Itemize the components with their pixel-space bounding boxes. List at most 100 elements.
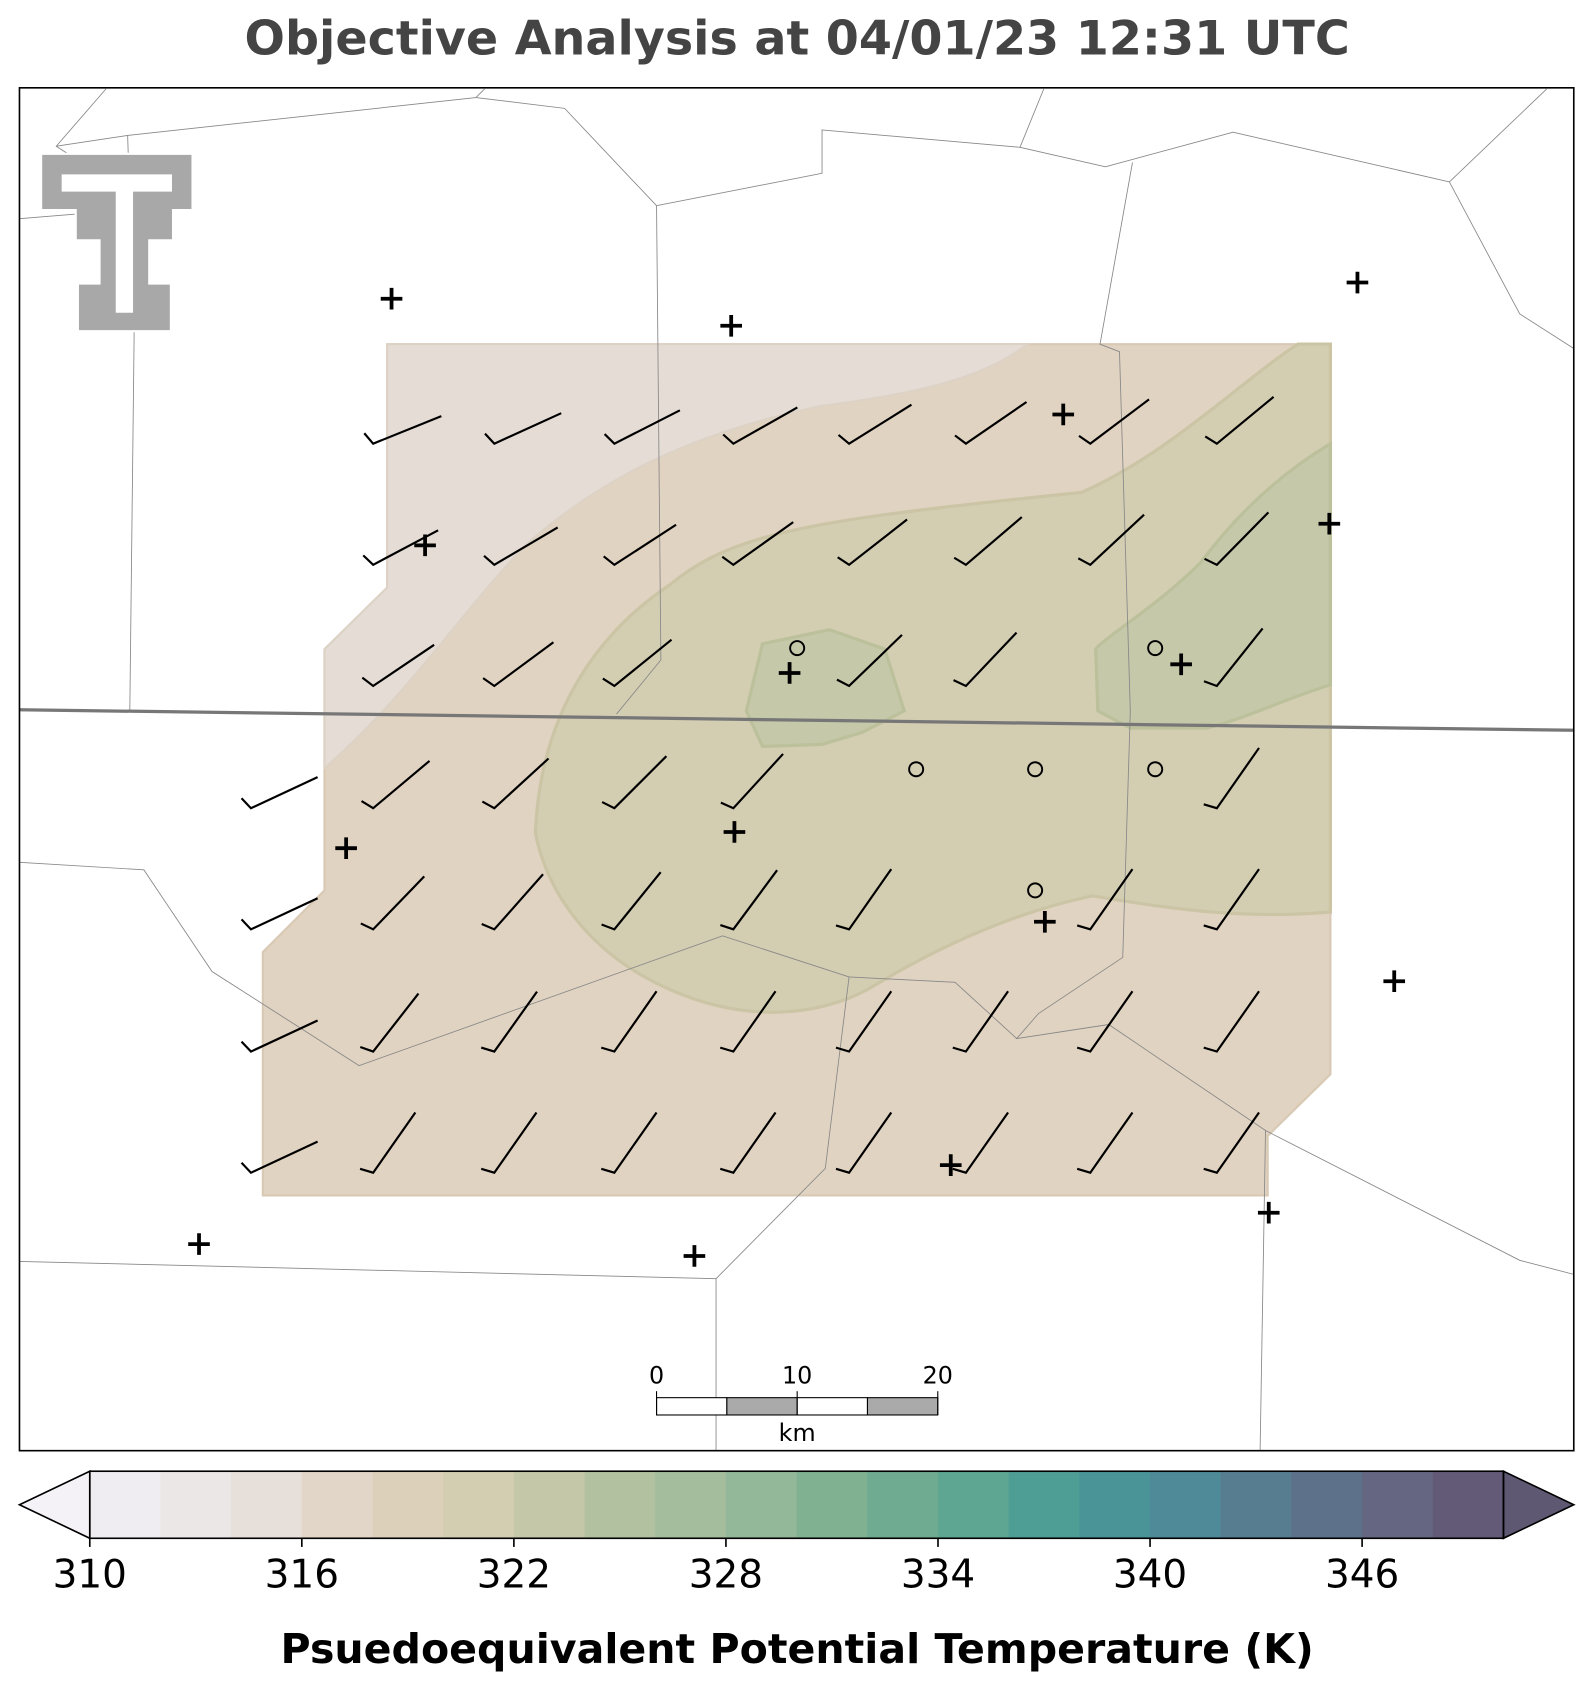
wind-barb <box>720 869 778 931</box>
colorbar-bin <box>1079 1471 1151 1539</box>
wind-barb <box>600 1111 658 1174</box>
station-marker <box>1170 653 1192 676</box>
wind-barb <box>1203 1111 1260 1174</box>
contour-fill <box>1094 440 1333 730</box>
colorbar-bin <box>301 1471 374 1539</box>
wind-barb <box>481 757 550 810</box>
calm-wind <box>1147 761 1164 778</box>
colorbar-bin <box>796 1471 868 1539</box>
wind-barb <box>952 990 1009 1053</box>
station-marker <box>1318 512 1341 535</box>
wind-barb <box>835 990 893 1053</box>
station-marker <box>1034 910 1056 933</box>
contour-fill <box>533 342 1333 1014</box>
colorbar-bin <box>655 1471 727 1539</box>
wind-barb <box>835 868 893 931</box>
wind-barb <box>483 526 559 567</box>
wind-barb <box>481 873 544 931</box>
colorbar-bin <box>1150 1471 1222 1539</box>
contour-fill <box>744 628 907 749</box>
colorbar-bin <box>1008 1471 1080 1539</box>
colorbar-bin <box>1432 1471 1505 1539</box>
contour-fill <box>323 343 1031 771</box>
station-marker <box>723 821 746 843</box>
wind-barb <box>602 638 673 688</box>
wind-barb <box>360 875 426 931</box>
wind-barb <box>240 1019 319 1053</box>
wind-barb <box>952 1111 1009 1174</box>
wind-barb <box>359 1111 417 1174</box>
wind-barb <box>953 631 1018 688</box>
wind-barb <box>363 415 442 445</box>
colorbar-tick-label: 334 <box>901 1553 975 1598</box>
wind-barb <box>1077 513 1145 567</box>
wind-barb <box>482 641 555 688</box>
colorbar-tick-label: 316 <box>265 1553 339 1598</box>
colorbar-tick-label: 322 <box>477 1553 551 1598</box>
colorbar-over <box>1502 1469 1576 1540</box>
scale-unit: km <box>779 1419 816 1447</box>
colorbar-under <box>17 1469 91 1540</box>
scale-segment <box>726 1397 798 1416</box>
wind-barb <box>240 897 319 931</box>
colorbar-bin <box>372 1471 444 1539</box>
wind-barb <box>1076 868 1134 931</box>
scale-segment <box>866 1397 939 1416</box>
scale-bar: 0 10 20 km <box>649 1362 953 1447</box>
wind-barb <box>719 990 777 1053</box>
wind-barb <box>484 412 562 445</box>
station-marker <box>683 1245 706 1267</box>
calm-wind <box>1027 882 1044 899</box>
scale-segment <box>656 1397 728 1416</box>
station-marker <box>380 287 403 310</box>
wind-barb <box>953 516 1023 567</box>
wind-barb <box>721 521 794 567</box>
colorbar-tick-label: 340 <box>1113 1553 1187 1598</box>
county-lines <box>19 88 1575 1451</box>
wind-barb <box>837 403 913 446</box>
wind-barb <box>1203 868 1260 931</box>
station-marker <box>1052 403 1075 426</box>
wind-barb <box>1204 396 1275 446</box>
wind-barb <box>722 406 798 445</box>
colorbar-bin <box>937 1471 1010 1539</box>
wind-barb <box>1203 747 1260 810</box>
wind-barb <box>954 401 1028 446</box>
colorbar-bin <box>231 1471 303 1539</box>
station-marker <box>939 1154 962 1176</box>
station-marker <box>1257 1201 1280 1224</box>
wind-barb <box>835 1111 893 1174</box>
colorbar-bin <box>1291 1471 1363 1539</box>
wind-barb <box>1203 990 1260 1053</box>
scale-segment <box>796 1397 869 1416</box>
colorbar-bin <box>725 1471 798 1539</box>
colorbar-bin <box>443 1471 515 1539</box>
wind-barb <box>1076 990 1134 1053</box>
colorbar-bin <box>160 1471 232 1539</box>
colorbar-bin <box>867 1471 939 1539</box>
wind-barb <box>601 755 668 810</box>
wind-barb <box>603 409 681 445</box>
colorbar-bin <box>89 1471 162 1539</box>
map: 0 10 20 km <box>18 87 1575 1452</box>
station-marker <box>720 314 743 337</box>
stations <box>188 271 1406 1267</box>
calm-wind <box>908 761 925 778</box>
logo <box>40 152 194 333</box>
wind-barb <box>837 518 908 567</box>
colorbar-bin <box>1220 1471 1292 1539</box>
scale-label: 20 <box>923 1362 953 1390</box>
colorbar-frame <box>88 1470 1505 1540</box>
wind-barb <box>602 523 677 567</box>
colorbar-bin <box>584 1471 656 1539</box>
station-marker <box>414 534 436 557</box>
wind-barb <box>480 991 538 1053</box>
station-marker <box>1383 970 1406 993</box>
wind-barb <box>1076 1111 1134 1174</box>
colorbar-bin <box>513 1471 586 1539</box>
wind-barb <box>480 1111 538 1174</box>
colorbar-label: Psuedoequivalent Potential Temperature (… <box>281 1625 1314 1673</box>
wind-barb <box>240 776 319 810</box>
wind-barb <box>360 760 431 810</box>
